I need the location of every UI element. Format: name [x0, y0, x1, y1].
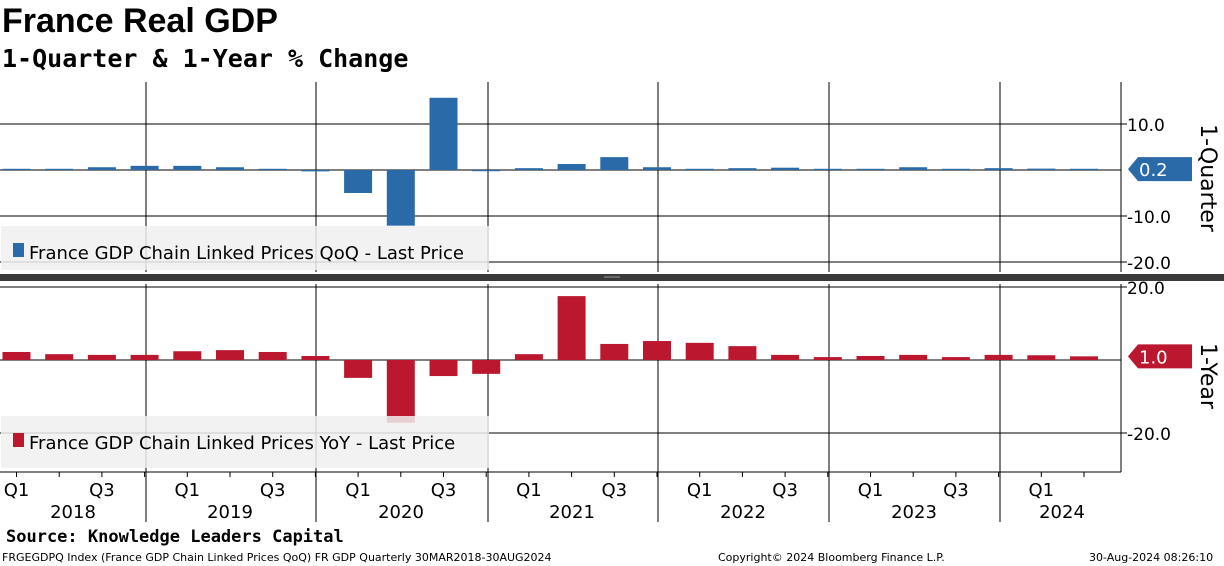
bar-2018Q4 [130, 165, 159, 170]
bar-2019Q3 [258, 168, 287, 170]
bar-2023Q2 [899, 167, 928, 170]
bar-2021Q2 [557, 296, 586, 360]
chart-title: France Real GDP [2, 2, 278, 40]
quarter-label: Q1 [345, 480, 371, 501]
legend-swatch [13, 243, 24, 257]
bar-2023Q2 [899, 354, 928, 360]
legend-swatch [13, 433, 24, 447]
copyright: Copyright© 2024 Bloomberg Finance L.P. [718, 551, 945, 564]
last-price-badge [1128, 157, 1192, 182]
bar-2024Q1 [1027, 168, 1056, 170]
timestamp: 30-Aug-2024 08:26:10 [1089, 551, 1214, 564]
quarter-label: Q3 [431, 480, 457, 501]
bar-2022Q4 [813, 168, 842, 170]
last-price-value: 1.0 [1139, 347, 1168, 368]
bar-2020Q4 [472, 360, 501, 374]
bar-2023Q4 [984, 354, 1013, 360]
bar-2018Q1 [2, 351, 31, 360]
year-label: 2022 [720, 502, 766, 523]
quarter-label: Q1 [687, 480, 713, 501]
bar-2021Q2 [557, 164, 586, 170]
bar-2021Q3 [600, 157, 629, 170]
bar-2023Q1 [856, 355, 885, 360]
last-price-badge [1128, 344, 1192, 369]
y-tick-label: -20.0 [1127, 425, 1171, 445]
bar-2023Q1 [856, 168, 885, 170]
year-label: 2019 [207, 502, 253, 523]
year-label: 2023 [891, 502, 937, 523]
quarter-label: Q3 [260, 480, 286, 501]
quarter-label: Q1 [516, 480, 542, 501]
quarter-label: Q1 [858, 480, 884, 501]
year-label: 2018 [50, 502, 96, 523]
y-tick-label: -20.0 [1127, 254, 1171, 274]
chart-subtitle: 1-Quarter & 1-Year % Change [2, 44, 409, 73]
bar-2020Q3 [429, 97, 458, 170]
bar-2024Q2 [1070, 168, 1098, 170]
bar-2023Q3 [941, 168, 970, 170]
bar-2024Q1 [1027, 355, 1056, 360]
bar-2019Q2 [216, 167, 244, 170]
panel-axis-label: 1-Quarter [1195, 124, 1220, 233]
bar-2022Q2 [728, 346, 757, 360]
year-label: 2024 [1039, 502, 1085, 523]
year-label: 2021 [549, 502, 595, 523]
quarter-label: Q3 [89, 480, 115, 501]
panel-axis-label: 1-Year [1195, 343, 1220, 410]
bar-2020Q1 [344, 360, 373, 378]
bar-2020Q1 [344, 170, 373, 193]
bar-2021Q4 [643, 167, 671, 170]
bar-2018Q4 [130, 354, 159, 360]
legend-box [1, 416, 489, 468]
quarter-label: Q3 [772, 480, 798, 501]
bar-2020Q4 [472, 170, 501, 172]
bar-2022Q3 [771, 167, 800, 170]
quarter-label: Q1 [4, 480, 30, 501]
bar-2024Q2 [1070, 356, 1098, 360]
y-tick-label: 10.0 [1127, 116, 1165, 136]
bar-2019Q4 [301, 355, 330, 360]
bar-2019Q1 [173, 165, 202, 170]
bar-2020Q2 [386, 360, 415, 423]
bar-2019Q4 [301, 170, 330, 172]
bar-2018Q2 [45, 168, 74, 170]
bar-2019Q3 [258, 351, 287, 360]
bar-2020Q2 [386, 170, 415, 226]
bar-2018Q1 [2, 168, 31, 170]
bar-2021Q4 [643, 341, 671, 360]
ticker-info: FRGEGDPQ Index (France GDP Chain Linked … [2, 551, 552, 564]
bar-2023Q4 [984, 168, 1013, 170]
bar-2020Q3 [429, 360, 458, 377]
quarter-label: Q3 [943, 480, 969, 501]
bar-2019Q1 [173, 351, 202, 360]
legend-label: France GDP Chain Linked Prices YoY - Las… [29, 433, 455, 454]
bar-2021Q1 [514, 168, 543, 170]
bar-2019Q2 [216, 350, 244, 360]
bar-2023Q3 [941, 357, 970, 360]
quarter-label: Q1 [1028, 480, 1054, 501]
quarter-label: Q3 [601, 480, 627, 501]
bar-2018Q3 [87, 354, 116, 360]
bar-2018Q2 [45, 354, 74, 360]
y-tick-label: 20.0 [1127, 279, 1165, 299]
bar-2022Q2 [728, 168, 757, 170]
bar-2021Q3 [600, 343, 629, 360]
bar-2022Q1 [685, 342, 714, 360]
y-tick-label: -10.0 [1127, 208, 1171, 228]
bar-2022Q4 [813, 357, 842, 360]
last-price-value: 0.2 [1139, 160, 1168, 181]
source-note: Source: Knowledge Leaders Capital [6, 527, 344, 547]
year-label: 2020 [378, 502, 424, 523]
bar-2022Q3 [771, 354, 800, 360]
bar-2022Q1 [685, 168, 714, 170]
legend-label: France GDP Chain Linked Prices QoQ - Las… [29, 243, 464, 264]
legend-box [1, 226, 489, 270]
quarter-label: Q1 [174, 480, 200, 501]
bar-2018Q3 [87, 167, 116, 170]
bar-2021Q1 [514, 354, 543, 360]
